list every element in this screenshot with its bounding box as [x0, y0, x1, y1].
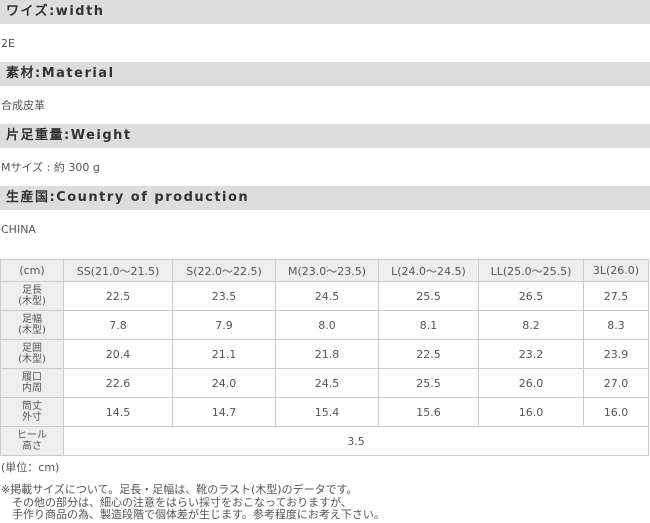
cell: 15.6 [378, 397, 479, 427]
cell: 21.1 [172, 339, 276, 369]
section-title: 片足重量:Weight [0, 124, 650, 148]
label-line: 足幅 [22, 314, 42, 325]
header-row: (cm) SS(21.0～21.5) S(22.0～22.5) M(23.0～23.5… [0, 259, 649, 282]
section-title: 素材:Material [0, 62, 650, 86]
cell: 20.4 [63, 339, 173, 369]
cell: 7.8 [63, 310, 173, 340]
label-line: 高さ [22, 441, 42, 452]
cell: 24.0 [172, 368, 276, 398]
label-line: (木型) [18, 354, 46, 365]
section-value: 合成皮革 [1, 99, 45, 112]
table-row: 筒丈 外寸 14.5 14.7 15.4 15.6 16.0 16.0 [0, 397, 649, 427]
row-label: 足幅 (木型) [0, 310, 64, 340]
section-title: 生産国:Country of production [0, 186, 650, 210]
cell: 21.8 [275, 339, 379, 369]
header-cell: LL(25.0～25.5) [478, 259, 584, 282]
header-cell: M(23.0～23.5) [275, 259, 379, 282]
header-cell: SS(21.0～21.5) [63, 259, 173, 282]
label-line: 足囲 [22, 343, 42, 354]
section-value: 2E [1, 37, 15, 50]
row-label: 履口 内周 [0, 368, 64, 398]
cell: 22.5 [63, 281, 173, 311]
cell: 14.5 [63, 397, 173, 427]
cell: 26.0 [478, 368, 584, 398]
row-label: ヒール 高さ [0, 426, 64, 456]
section-title: ワイズ:width [0, 0, 650, 24]
label-line: 履口 [22, 372, 42, 383]
section-value: Mサイズ : 約 300 g [1, 161, 100, 174]
cell: 22.6 [63, 368, 173, 398]
row-label: 足囲 (木型) [0, 339, 64, 369]
label-line: 足長 [22, 285, 42, 296]
cell: 23.2 [478, 339, 584, 369]
note-line: ※掲載サイズについて。足長・足幅は、靴のラスト(木型)のデータです。 [1, 483, 358, 496]
note-line: 手作り商品の為、製造段階で個体差が生じます。参考程度にお考え下さい。 [12, 508, 385, 521]
cell: 24.5 [275, 368, 379, 398]
cell: 8.1 [378, 310, 479, 340]
cell: 8.3 [583, 310, 649, 340]
cell: 24.5 [275, 281, 379, 311]
cell: 7.9 [172, 310, 276, 340]
note-line: その他の部分は、細心の注意をはらい採寸をおこなっておりますが、 [12, 495, 352, 509]
table-row: 足囲 (木型) 20.4 21.1 21.8 22.5 23.2 23.9 [0, 339, 649, 369]
table-row: 履口 内周 22.6 24.0 24.5 25.5 26.0 27.0 [0, 368, 649, 398]
cell: 16.0 [478, 397, 584, 427]
cell: 27.0 [583, 368, 649, 398]
cell: 25.5 [378, 281, 479, 311]
label-line: 筒丈 [22, 401, 42, 412]
section-value: CHINA [1, 223, 36, 236]
label-line: (木型) [18, 296, 46, 307]
table-row: ヒール 高さ 3.5 [0, 426, 649, 456]
cell: 16.0 [583, 397, 649, 427]
cell: 25.5 [378, 368, 479, 398]
table-row: 足幅 (木型) 7.8 7.9 8.0 8.1 8.2 8.3 [0, 310, 649, 340]
notes: ※掲載サイズについて。足長・足幅は、靴のラスト(木型)のデータです。 その他の部分… [1, 483, 385, 522]
sections: ワイズ:width 2E 素材:Material 合成皮革片足重量:Weight Mサイ… [0, 0, 650, 248]
label-line: 外寸 [22, 412, 42, 423]
label-line: ヒール [17, 430, 47, 441]
row-label: 足長 (木型) [0, 281, 64, 311]
label-line: 内周 [22, 383, 42, 394]
header-cell: S(22.0～22.5) [172, 259, 276, 282]
row-label: 筒丈 外寸 [0, 397, 64, 427]
cell: 26.5 [478, 281, 584, 311]
cell: 23.9 [583, 339, 649, 369]
cell: 15.4 [275, 397, 379, 427]
cell: 23.5 [172, 281, 276, 311]
cell: 22.5 [378, 339, 479, 369]
label-line: (木型) [18, 325, 46, 336]
table-row: 足長 (木型) 22.5 23.5 24.5 25.5 26.5 27.5 [0, 281, 649, 311]
cell: 27.5 [583, 281, 649, 311]
header-cell: L(24.0～24.5) [378, 259, 479, 282]
unit-note: (単位：cm) [1, 461, 60, 474]
cell: 8.2 [478, 310, 584, 340]
cell: 3.5 [63, 426, 649, 456]
cell: 8.0 [275, 310, 379, 340]
size-table: (cm) SS(21.0～21.5) S(22.0～22.5) M(23.0～23.5… [0, 259, 649, 456]
header-cell: 3L(26.0) [583, 259, 649, 282]
cell: 14.7 [172, 397, 276, 427]
header-cell: (cm) [0, 259, 64, 282]
